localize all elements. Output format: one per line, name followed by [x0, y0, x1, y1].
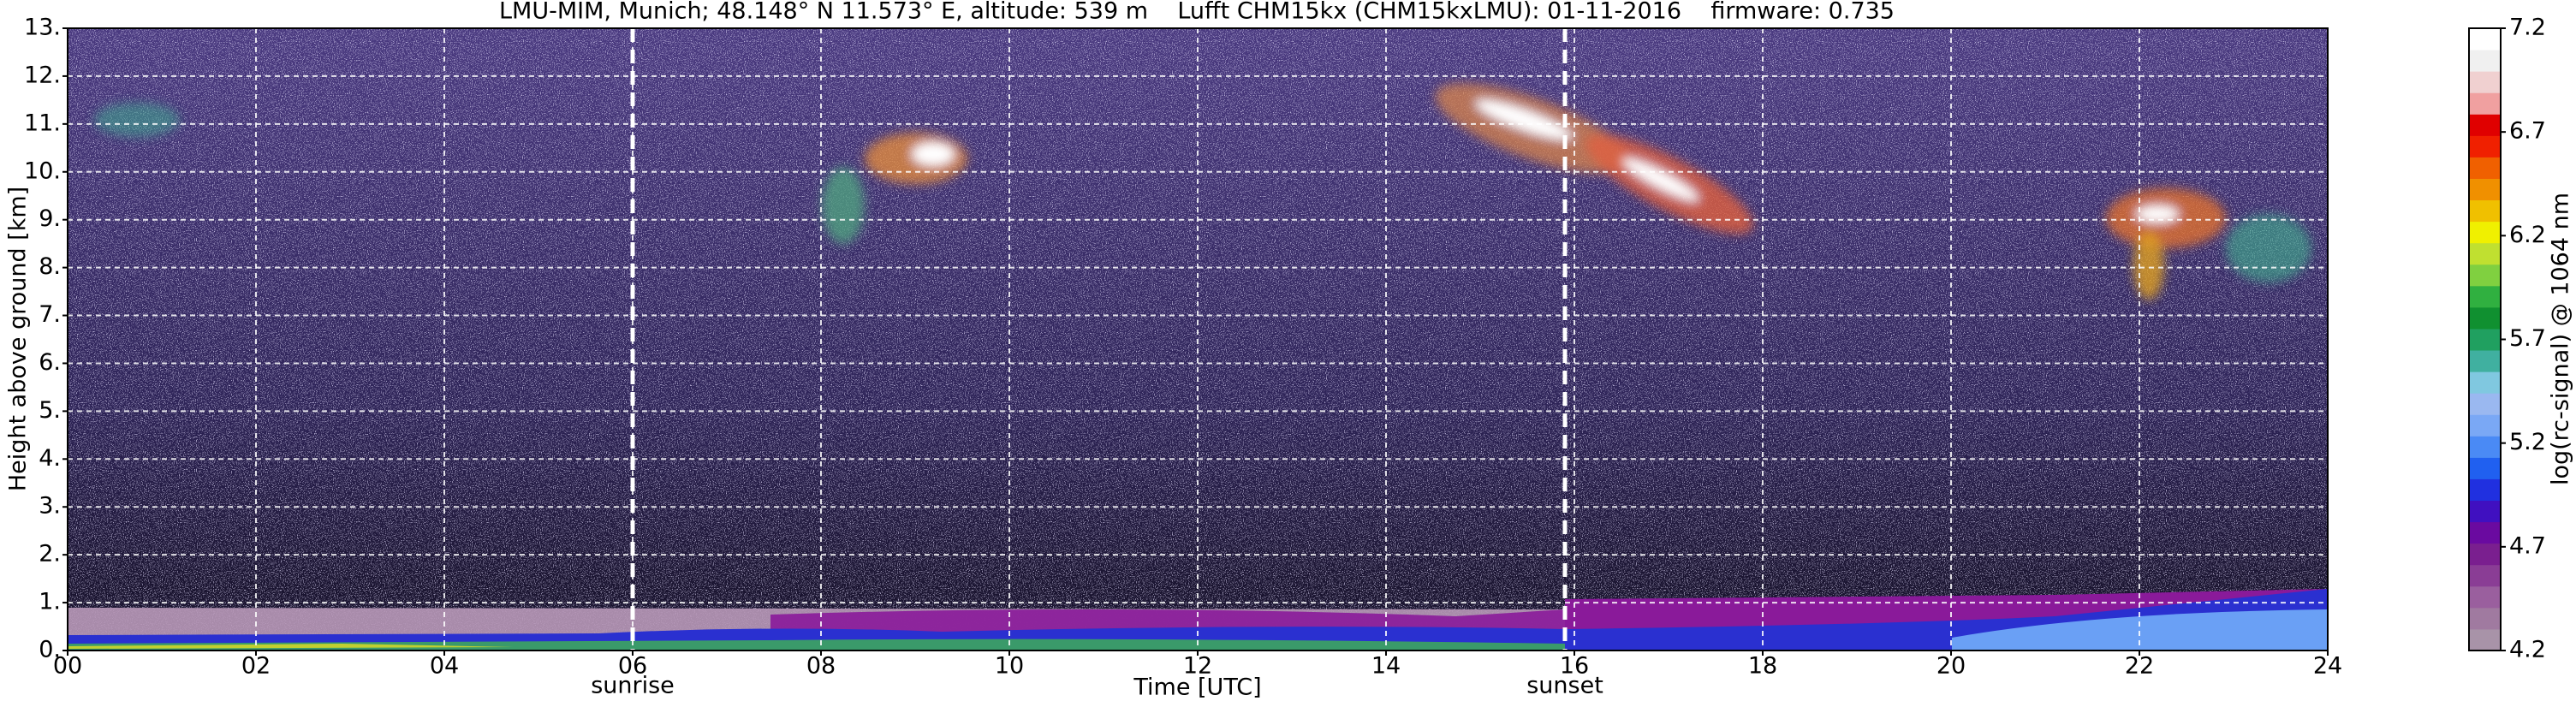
y-tick-label: 9.	[39, 205, 61, 232]
aerosol-layer	[1952, 609, 2328, 651]
x-axis-label: Time [UTC]	[1133, 674, 1261, 701]
colorbar-band	[2469, 306, 2501, 330]
colorbar-band	[2469, 585, 2501, 609]
y-tick-label: 12.	[24, 62, 61, 88]
colorbar-band	[2469, 393, 2501, 415]
colorbar-band	[2469, 521, 2501, 544]
colorbar-band	[2469, 199, 2501, 223]
y-tick-label: 4.	[39, 445, 61, 472]
x-tick-label: 20	[1936, 653, 1966, 680]
y-tick-label: 1.	[39, 589, 61, 615]
y-tick-label: 13.	[24, 15, 61, 41]
colorbar-band	[2469, 135, 2501, 157]
y-tick-label: 3.	[39, 493, 61, 520]
colorbar-band	[2469, 414, 2501, 437]
aerosol-layer	[68, 644, 514, 649]
y-tick-label: 5.	[39, 397, 61, 424]
x-tick-label: 22	[2125, 653, 2154, 680]
colorbar-band	[2469, 350, 2501, 372]
y-tick-label: 2.	[39, 541, 61, 567]
y-tick-label: 7.	[39, 301, 61, 328]
colorbar-band	[2469, 607, 2501, 630]
y-axis-label: Height above ground [km]	[5, 187, 32, 491]
colorbar-band	[2469, 371, 2501, 394]
colorbar-band	[2469, 221, 2501, 244]
colorbar-band	[2469, 157, 2501, 179]
annotation-label: sunset	[1526, 673, 1603, 699]
colorbar-band	[2469, 264, 2501, 287]
colorbar-band	[2469, 478, 2501, 502]
colorbar-band	[2469, 543, 2501, 566]
x-tick-label: 18	[1748, 653, 1777, 680]
colorbar-band	[2469, 457, 2501, 479]
x-tick-label: 14	[1371, 653, 1401, 680]
colorbar-tick-label: 4.2	[2509, 637, 2546, 663]
x-tick-label: 04	[430, 653, 459, 680]
colorbar-band	[2469, 92, 2501, 115]
colorbar-band	[2469, 28, 2501, 50]
colorbar-label: log(rc-signal) @ 1064 nm	[2548, 193, 2574, 485]
colorbar-tick-label: 5.7	[2509, 325, 2546, 352]
y-tick-label: 10.	[24, 157, 61, 184]
colorbar-tick-label: 6.2	[2509, 222, 2546, 248]
colorbar-tick-label: 7.2	[2509, 15, 2546, 41]
x-tick-label: 00	[53, 653, 82, 680]
colorbar-tick-label: 4.7	[2509, 532, 2546, 559]
colorbar-band	[2469, 328, 2501, 351]
colorbar-band	[2469, 178, 2501, 201]
x-tick-label: 08	[806, 653, 836, 680]
colorbar-band	[2469, 500, 2501, 523]
colorbar-band	[2469, 242, 2501, 265]
y-tick-label: 8.	[39, 253, 61, 280]
colorbar-tick-label: 6.7	[2509, 118, 2546, 145]
y-tick-label: 0.	[39, 637, 61, 663]
colorbar-band	[2469, 436, 2501, 458]
colorbar-band	[2469, 564, 2501, 587]
x-tick-label: 24	[2313, 653, 2342, 680]
x-tick-label: 12	[1183, 653, 1212, 680]
colorbar-band	[2469, 50, 2501, 72]
colorbar-band	[2469, 285, 2501, 308]
colorbar-band	[2469, 114, 2501, 136]
x-tick-label: 02	[241, 653, 271, 680]
x-tick-label: 06	[618, 653, 647, 680]
clouds	[94, 83, 2311, 300]
chart-title: LMU-MIM, Munich; 48.148° N 11.573° E, al…	[499, 0, 1895, 25]
aerosol-layer	[68, 639, 1565, 651]
x-tick-label: 10	[995, 653, 1024, 680]
y-tick-label: 6.	[39, 349, 61, 376]
colorbar-band	[2469, 71, 2501, 93]
colorbar-band	[2469, 628, 2501, 651]
y-tick-label: 11.	[24, 110, 61, 136]
x-tick-label: 16	[1560, 653, 1589, 680]
colorbar-tick-label: 5.2	[2509, 429, 2546, 455]
annotation-label: sunrise	[591, 673, 675, 699]
